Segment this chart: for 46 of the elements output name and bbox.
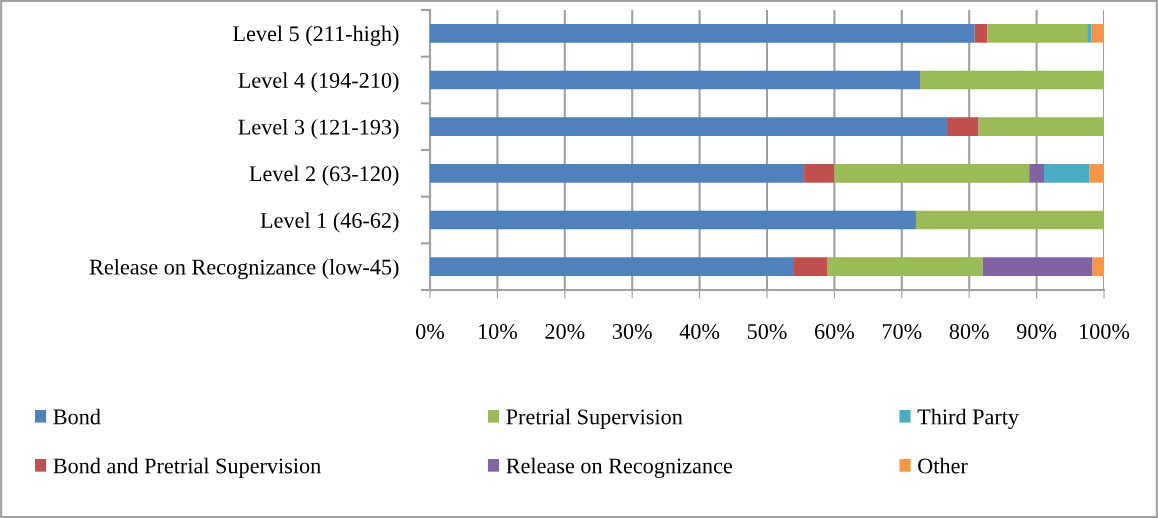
- legend-label: Bond and Pretrial Supervision: [53, 457, 321, 478]
- bar: [430, 70, 920, 90]
- bar: [430, 117, 947, 136]
- y-tick-label: Level 2 (63-120): [249, 165, 399, 186]
- bar: [804, 164, 835, 183]
- legend-label: Other: [918, 457, 968, 474]
- y-tick-label: Level 4 (194-210): [238, 72, 399, 93]
- y-tick-label: Level 1 (46-62): [260, 212, 399, 233]
- bar: [978, 117, 1104, 136]
- bar: [834, 164, 1030, 183]
- y-tick-label: Release on Recognizance (low-45): [89, 258, 399, 280]
- bar: [1087, 24, 1092, 43]
- bar: [1091, 24, 1104, 43]
- legend-label: Third Party: [917, 408, 1019, 429]
- x-tick-label: 70%: [882, 323, 922, 340]
- x-tick-label: 10%: [478, 323, 518, 340]
- x-tick-label: 30%: [612, 323, 652, 340]
- bar: [946, 117, 979, 136]
- y-tick-label: Level 3 (121-193): [238, 118, 399, 140]
- x-tick-label: 90%: [1016, 323, 1057, 340]
- x-tick-label: 100%: [1080, 323, 1130, 340]
- bar: [987, 24, 1088, 43]
- x-tick-label: 20%: [545, 323, 585, 340]
- bar: [430, 210, 916, 230]
- bar: [1029, 164, 1045, 183]
- x-tick-label: 60%: [814, 323, 855, 340]
- legend-label: Release on Recognizance: [506, 457, 732, 478]
- bar: [982, 257, 1093, 276]
- x-tick-label: 0%: [416, 323, 445, 340]
- bar: [430, 24, 975, 43]
- bar: [920, 70, 1104, 90]
- bar: [793, 257, 827, 276]
- bar: [915, 210, 1104, 230]
- bar: [1092, 257, 1104, 276]
- legend-label: Bond: [53, 408, 101, 425]
- x-tick-label: 40%: [679, 323, 720, 340]
- x-tick-label: 80%: [949, 323, 989, 340]
- bar: [430, 257, 794, 276]
- y-tick-label: Level 5 (211-high): [233, 25, 399, 46]
- legend-label: Pretrial Supervision: [506, 408, 683, 429]
- bar: [430, 164, 805, 183]
- bar: [1089, 164, 1104, 183]
- bar: [1044, 164, 1090, 183]
- bar: [826, 257, 983, 276]
- bar: [974, 24, 988, 43]
- x-tick-label: 50%: [747, 323, 787, 340]
